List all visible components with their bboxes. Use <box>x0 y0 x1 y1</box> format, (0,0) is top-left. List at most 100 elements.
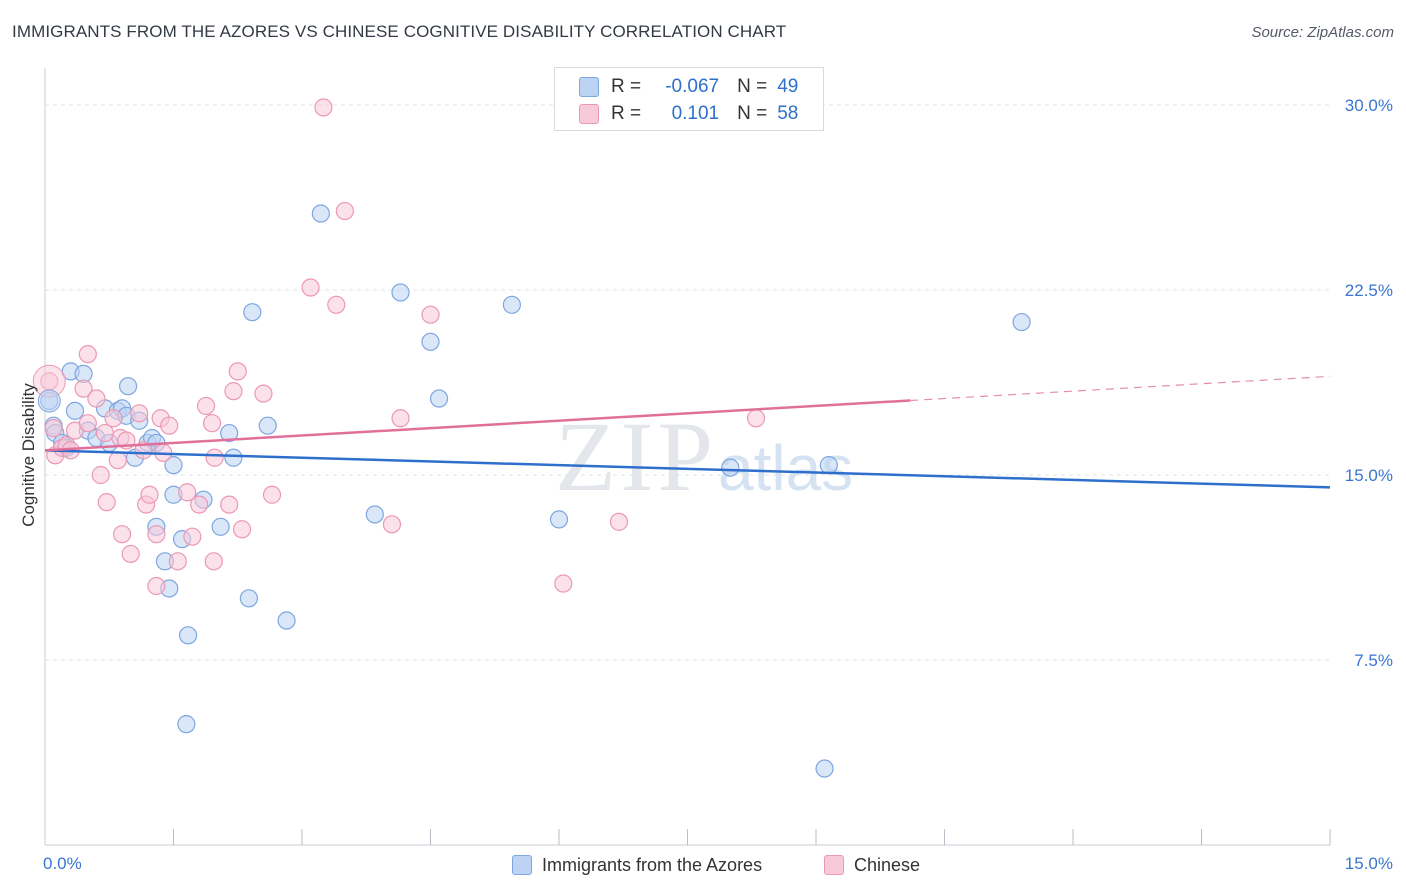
y-axis-label: Cognitive Disability <box>19 383 38 527</box>
azores-point <box>65 401 85 420</box>
azores-point <box>1012 312 1031 332</box>
azores-point <box>220 423 239 443</box>
chinese-point <box>421 305 440 324</box>
azores-point <box>721 458 740 477</box>
azores-point <box>429 389 449 408</box>
azores-point <box>239 589 258 608</box>
chinese-point <box>224 382 243 401</box>
chinese-point <box>104 409 123 428</box>
points-layer <box>32 98 1031 778</box>
chinese-point <box>301 278 320 297</box>
bottom-legend-label-azores: Immigrants from the Azores <box>542 854 763 875</box>
chinese-trend-line <box>44 399 911 452</box>
grid-layer <box>45 104 1330 661</box>
legend-swatch-azores <box>579 77 599 97</box>
chinese-point <box>112 525 132 544</box>
azores-point <box>258 416 277 435</box>
chinese-point <box>95 423 115 443</box>
azores-point <box>224 448 243 467</box>
legend-row-azores: R = -0.067 N = 49 <box>579 74 798 100</box>
chinese-point <box>391 409 410 428</box>
bottom-legend-swatch-azores <box>512 855 532 875</box>
azores-point <box>243 303 262 322</box>
azores-point <box>118 377 138 396</box>
y-tick-label: 15.0% <box>1345 466 1393 485</box>
azores-point <box>421 332 440 351</box>
chinese-trend-extension <box>910 375 1331 402</box>
azores-point <box>815 759 834 778</box>
source-label: Source: ZipAtlas.com <box>1251 24 1394 41</box>
chinese-point <box>609 512 629 531</box>
chinese-point <box>147 525 166 544</box>
chinese-point <box>121 544 140 564</box>
azores-point <box>819 456 838 475</box>
azores-point <box>178 626 198 645</box>
azores-point <box>177 715 196 734</box>
chinese-point <box>183 527 202 546</box>
chinese-point <box>78 414 97 433</box>
y-tick-label: 7.5% <box>1354 651 1393 670</box>
bottom-legend-azores: Immigrants from the Azores <box>512 852 762 878</box>
azores-point <box>164 456 183 475</box>
chinese-point <box>140 485 159 504</box>
chinese-point <box>87 389 106 408</box>
chinese-point <box>204 552 223 571</box>
chinese-point <box>220 495 239 514</box>
azores-point-large <box>37 389 61 413</box>
chinese-point <box>254 384 273 403</box>
chinese-point <box>262 485 282 504</box>
chinese-point <box>147 576 166 596</box>
bottom-legend-label-chinese: Chinese <box>854 854 921 875</box>
legend-n-value: 49 <box>777 76 799 97</box>
chinese-point <box>91 465 110 485</box>
chinese-point <box>554 574 573 593</box>
y-tick-label: 30.0% <box>1345 96 1393 115</box>
chinese-point <box>205 448 224 467</box>
azores-trend-line <box>44 449 1331 489</box>
chinese-point <box>78 345 97 364</box>
chinese-point <box>382 515 402 534</box>
chinese-point <box>202 414 222 433</box>
chinese-point <box>232 520 252 539</box>
legend-r-value: -0.067 <box>665 76 720 97</box>
azores-point <box>277 611 296 630</box>
azores-point <box>211 517 230 536</box>
legend-r-label: R = <box>611 103 642 124</box>
azores-point <box>311 204 330 223</box>
chinese-point <box>196 396 216 416</box>
x-tick-label: 0.0% <box>43 854 82 873</box>
chinese-point <box>74 379 93 398</box>
legend-r-label: R = <box>611 76 642 97</box>
x-tick-label: 15.0% <box>1345 854 1393 873</box>
chinese-point <box>97 493 116 512</box>
watermark-zip: ZIP <box>555 401 717 512</box>
chinese-point <box>746 409 766 428</box>
azores-point <box>391 283 410 302</box>
legend-r-value: 0.101 <box>671 103 720 124</box>
axis-layer <box>44 68 1331 846</box>
chinese-point <box>314 98 333 117</box>
bottom-legend-swatch-chinese <box>824 855 844 875</box>
legend-row-chinese: R = 0.101 N = 58 <box>579 101 798 127</box>
y-tick-label: 22.5% <box>1345 281 1393 300</box>
chinese-point <box>335 201 354 221</box>
chinese-point <box>228 362 247 381</box>
azores-point <box>549 510 569 529</box>
chinese-point <box>190 495 209 514</box>
chinese-point <box>178 483 197 502</box>
legend-n-value: 58 <box>777 103 799 124</box>
chart-title: IMMIGRANTS FROM THE AZORES VS CHINESE CO… <box>12 22 787 41</box>
tick-labels: 7.5% 15.0% 22.5% 30.0% 0.0% 15.0% <box>43 96 1393 873</box>
correlation-legend: R = -0.067 N = 49 R = 0.101 N = 58 <box>554 67 824 131</box>
azores-point <box>365 505 384 524</box>
bottom-legend-chinese: Chinese <box>824 852 920 878</box>
chinese-point <box>168 552 187 571</box>
legend-swatch-chinese <box>579 104 599 124</box>
legend-n-label: N = <box>737 76 768 97</box>
chinese-point <box>327 295 346 314</box>
chinese-point <box>108 451 127 470</box>
trend-layer <box>44 375 1331 489</box>
legend-n-label: N = <box>737 103 768 124</box>
chinese-point <box>130 404 149 423</box>
